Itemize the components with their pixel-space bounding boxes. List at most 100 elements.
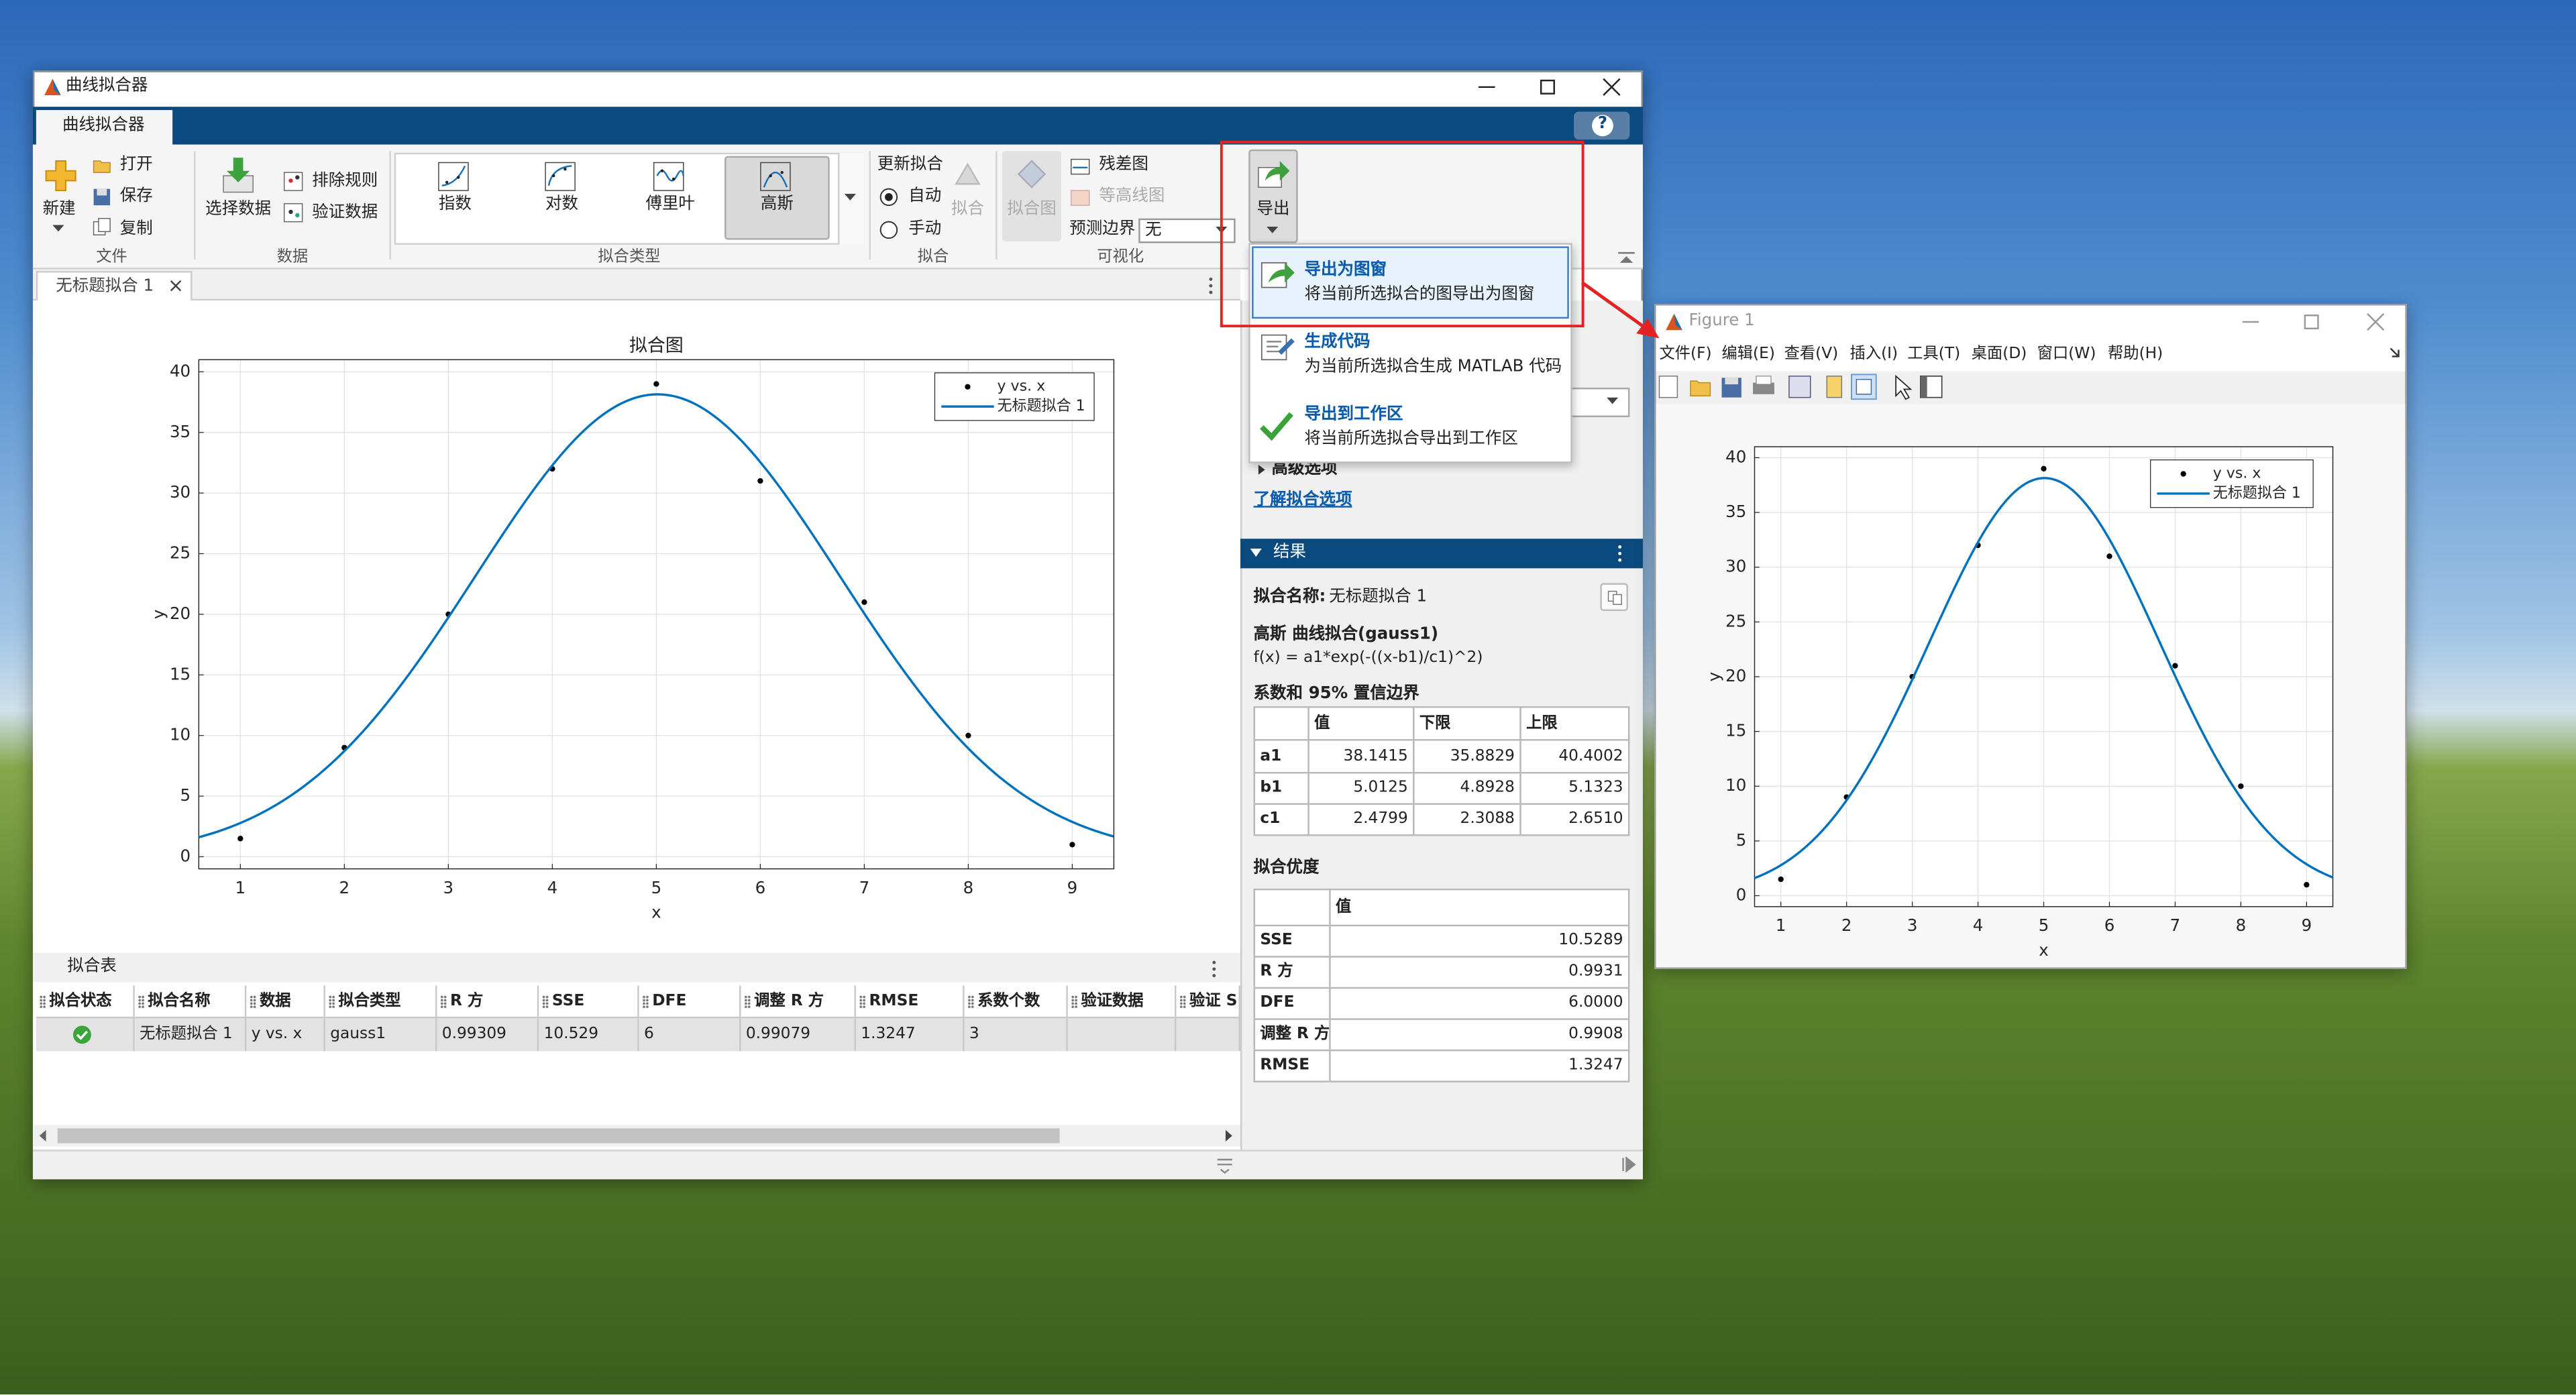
advanced-options[interactable]: 高级选项 [1271, 459, 1338, 478]
column-grip[interactable] [967, 995, 975, 1009]
fit-type-item[interactable]: 对数 [545, 195, 579, 214]
fit-table-title: 拟合表 [67, 957, 117, 976]
collapse-arrow[interactable] [1250, 548, 1264, 559]
save-button[interactable]: 保存 [119, 187, 153, 206]
document-tab-label[interactable]: 无标题拟合 1 [56, 277, 154, 296]
window-controls[interactable] [2238, 311, 2392, 333]
column-grip[interactable] [542, 995, 549, 1009]
menu-item-title[interactable]: 导出到工作区 [1304, 405, 1403, 424]
window-controls[interactable] [1470, 74, 1635, 100]
results-cell: RMSE [1253, 1049, 1331, 1082]
prediction-bounds-value[interactable]: 无 [1144, 221, 1162, 240]
menu-item-highlight[interactable] [1252, 246, 1569, 319]
dock-arrow[interactable] [2390, 348, 2400, 358]
help-glyph[interactable]: ? [1597, 115, 1608, 133]
collapse-toolstrip[interactable] [1617, 249, 1636, 264]
figure-menu-item[interactable]: 桌面(D) [1971, 345, 2027, 364]
table-header-cell[interactable]: 拟合状态 [36, 985, 135, 1019]
table-cell[interactable]: gauss1 [325, 1018, 437, 1052]
validate-button[interactable]: 验证数据 [312, 203, 378, 222]
table-header-cell[interactable]: 数据 [246, 985, 325, 1019]
figure-menu-item[interactable]: 查看(V) [1784, 345, 1839, 364]
column-grip[interactable] [440, 995, 447, 1009]
radio-buttons[interactable] [879, 187, 898, 239]
gof-title: 拟合优度 [1253, 858, 1320, 877]
fit-button[interactable]: 拟合 [951, 200, 984, 219]
learn-link[interactable]: 了解拟合选项 [1253, 491, 1352, 510]
table-header-cell[interactable]: SSE [539, 985, 639, 1019]
table-cell[interactable]: 6 [639, 1018, 741, 1052]
results-header-cell: 值 [1307, 706, 1415, 741]
figure-menu-item[interactable]: 窗口(W) [2037, 345, 2096, 364]
copy-button[interactable]: 复制 [119, 220, 153, 239]
exclude-button[interactable]: 排除规则 [312, 172, 378, 191]
table-header-cell[interactable]: 拟合类型 [325, 985, 437, 1019]
table-cell[interactable] [1067, 1018, 1177, 1052]
dropdown-arrow [1607, 397, 1619, 404]
gallery-expand[interactable] [837, 152, 865, 245]
table-header-cell[interactable]: RMSE [855, 985, 965, 1019]
figure-menu-item[interactable]: 插入(I) [1849, 345, 1898, 364]
menu-item-title[interactable]: 生成代码 [1304, 333, 1371, 352]
scroll-arrows[interactable] [38, 1128, 1237, 1143]
figure-menu-item[interactable]: 工具(T) [1907, 345, 1961, 364]
table-header-cell[interactable]: 验证数据 [1067, 985, 1177, 1019]
export-label[interactable]: 导出 [1256, 200, 1290, 219]
column-grip[interactable] [250, 995, 257, 1009]
new-button[interactable]: 新建 [42, 200, 76, 219]
tab-menu[interactable] [1208, 276, 1214, 295]
manual-radio[interactable]: 手动 [908, 220, 942, 239]
table-header-cell[interactable]: 调整 R 方 [741, 985, 856, 1019]
table-cell[interactable]: 0.99079 [741, 1018, 856, 1052]
menu-item-desc[interactable]: 为当前所选拟合生成 MATLAB 代码 [1304, 357, 1562, 376]
column-grip[interactable] [328, 995, 335, 1009]
open-button[interactable]: 打开 [119, 156, 153, 174]
table-cell[interactable]: 3 [964, 1018, 1068, 1052]
column-grip[interactable] [642, 995, 649, 1009]
scrollbar-thumb[interactable] [57, 1128, 1060, 1143]
toolstrip-tab[interactable] [36, 110, 173, 145]
auto-radio[interactable]: 自动 [908, 187, 942, 206]
figure-menu-item[interactable]: 编辑(E) [1721, 345, 1775, 364]
table-cell[interactable]: 无标题拟合 1 [134, 1018, 247, 1052]
panel-menu[interactable] [1211, 959, 1218, 979]
table-header-cell[interactable]: 拟合名称 [134, 985, 247, 1019]
table-header-cell[interactable]: 验证 S [1176, 985, 1240, 1019]
fit-type-item[interactable]: 指数 [438, 195, 472, 214]
table-header-cell[interactable]: DFE [639, 985, 741, 1019]
fit-type-item[interactable]: 傅里叶 [645, 195, 695, 214]
figure-menu-item[interactable]: 帮助(H) [2108, 345, 2163, 364]
column-grip[interactable] [744, 995, 751, 1009]
column-grip[interactable] [1071, 995, 1078, 1009]
table-cell[interactable] [1176, 1018, 1240, 1052]
prediction-bounds-dropdown[interactable] [1138, 218, 1236, 243]
separator [869, 151, 871, 260]
column-grip[interactable] [39, 995, 46, 1009]
contour-button[interactable]: 等高线图 [1099, 187, 1165, 206]
column-grip[interactable] [1179, 995, 1187, 1009]
document-tab[interactable] [36, 271, 193, 301]
figure-menu-item[interactable]: 文件(F) [1659, 345, 1712, 364]
select-data-button[interactable]: 选择数据 [205, 200, 272, 219]
menu-item-title[interactable]: 导出为图窗 [1304, 261, 1387, 280]
panel-menu[interactable] [1617, 544, 1623, 563]
column-grip[interactable] [859, 995, 866, 1009]
help-circle [1592, 115, 1613, 137]
menu-item-desc[interactable]: 将当前所选拟合导出到工作区 [1304, 430, 1518, 449]
table-header-cell[interactable]: R 方 [437, 985, 539, 1019]
close-tab[interactable] [169, 279, 182, 292]
toolstrip-tab-label[interactable]: 曲线拟合器 [62, 116, 145, 135]
options-dropdown[interactable] [1568, 387, 1630, 418]
figure-toolbar[interactable] [1658, 373, 1953, 402]
table-cell[interactable]: 10.529 [539, 1018, 639, 1052]
menu-item-desc[interactable]: 将当前所选拟合的图导出为图窗 [1304, 286, 1535, 304]
fit-type-item[interactable]: 高斯 [760, 195, 794, 214]
table-cell[interactable]: y vs. x [246, 1018, 325, 1052]
coefficients-title: 系数和 95% 置信边界 [1253, 685, 1419, 704]
residual-button[interactable]: 残差图 [1099, 156, 1148, 174]
column-grip[interactable] [138, 995, 145, 1009]
table-cell[interactable]: 1.3247 [855, 1018, 965, 1052]
fit-plot-label[interactable]: 拟合图 [1007, 200, 1057, 219]
table-header-cell[interactable]: 系数个数 [964, 985, 1068, 1019]
table-cell[interactable]: 0.99309 [437, 1018, 539, 1052]
